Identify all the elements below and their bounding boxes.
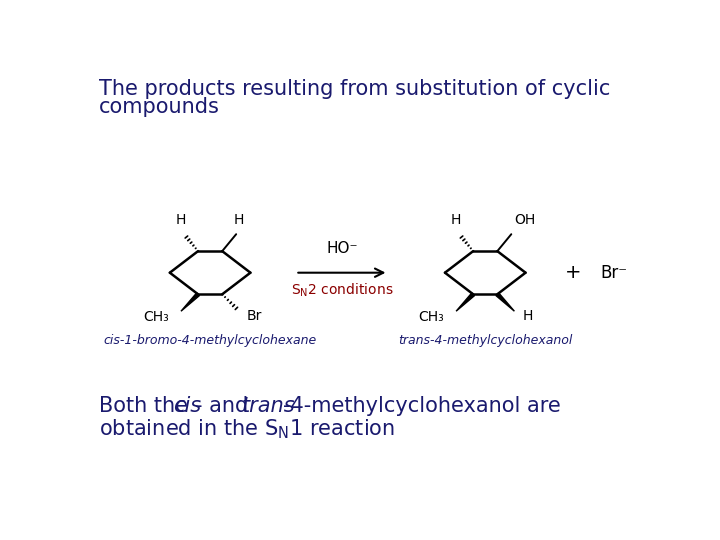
Text: -4-methylcyclohexanol are: -4-methylcyclohexanol are — [283, 396, 561, 416]
Text: HO⁻: HO⁻ — [326, 241, 358, 256]
Polygon shape — [496, 293, 514, 311]
Polygon shape — [181, 293, 199, 311]
Text: H: H — [176, 213, 186, 226]
Text: Br⁻: Br⁻ — [600, 264, 627, 282]
Text: cis: cis — [174, 396, 202, 416]
Text: Br: Br — [247, 309, 262, 323]
Text: CH₃: CH₃ — [418, 310, 444, 325]
Text: compounds: compounds — [99, 97, 220, 117]
Text: +: + — [564, 263, 581, 282]
Text: H: H — [234, 213, 245, 226]
Text: CH₃: CH₃ — [143, 310, 168, 325]
Text: cis-1-bromo-4-methylcyclohexane: cis-1-bromo-4-methylcyclohexane — [104, 334, 317, 347]
Text: trans-4-methylcyclohexanol: trans-4-methylcyclohexanol — [398, 334, 572, 347]
Text: OH: OH — [514, 213, 536, 226]
Text: S$_\mathregular{N}$2 conditions: S$_\mathregular{N}$2 conditions — [291, 282, 393, 299]
Polygon shape — [456, 293, 474, 311]
Text: obtained in the S$_\mathregular{N}$1 reaction: obtained in the S$_\mathregular{N}$1 rea… — [99, 417, 395, 441]
Text: Both the: Both the — [99, 396, 195, 416]
Text: H: H — [451, 213, 462, 226]
Text: H: H — [522, 309, 533, 323]
Text: trans: trans — [242, 396, 295, 416]
Text: The products resulting from substitution of cyclic: The products resulting from substitution… — [99, 79, 611, 99]
Text: - and: - and — [195, 396, 255, 416]
